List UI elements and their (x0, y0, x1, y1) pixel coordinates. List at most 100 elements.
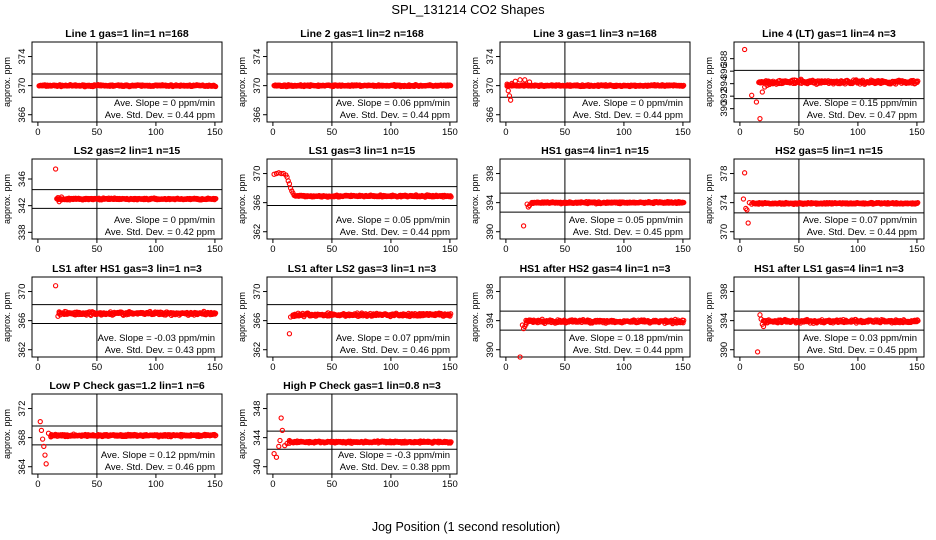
x-tick-label: 50 (560, 362, 571, 373)
panel-5: LS2 gas=2 lin=1 n=15 0 50 100 150 338 342 346 ap… (2, 145, 223, 255)
panel-title: HS1 after LS1 gas=4 lin=1 n=3 (754, 263, 904, 275)
x-tick-label: 50 (92, 244, 103, 255)
x-tick-label: 50 (92, 479, 103, 490)
data-point (213, 432, 219, 439)
data-points (271, 81, 454, 90)
data-point (277, 437, 283, 444)
data-point (213, 196, 219, 202)
y-tick-label: 394 (485, 195, 496, 211)
y-tick-label: 362 (17, 342, 28, 358)
panel-title: Line 3 gas=1 lin=3 n=168 (533, 28, 657, 40)
data-point (681, 199, 687, 206)
data-point (279, 427, 285, 434)
y-tick-label: 390 (485, 224, 496, 240)
x-tick-label: 0 (737, 362, 742, 373)
std-annotation: Ave. Std. Dev. = 0.46 ppm (105, 462, 215, 473)
slope-annotation: Ave. Slope = 0.15 ppm/min (803, 98, 917, 109)
data-point (517, 354, 523, 360)
std-annotation: Ave. Std. Dev. = 0.44 ppm (807, 227, 917, 238)
slope-annotation: Ave. Slope = 0.18 ppm/min (569, 333, 683, 344)
data-point (754, 349, 761, 355)
data-point (212, 310, 219, 316)
y-axis-label: approx. ppm (237, 174, 247, 224)
y-tick-label: 374 (719, 195, 730, 211)
data-point (276, 443, 282, 450)
y-tick-label: 368 (17, 430, 28, 446)
plot-frame (499, 158, 691, 240)
slope-annotation: Ave. Slope = 0 ppm/min (114, 98, 215, 109)
data-point (43, 461, 49, 467)
plot-frame (266, 158, 458, 240)
data-points (754, 312, 921, 355)
data-point (522, 77, 528, 83)
x-tick-label: 150 (207, 479, 223, 490)
x-tick-label: 0 (270, 362, 275, 373)
y-tick-label: 378 (719, 166, 730, 182)
x-tick-label: 100 (850, 244, 866, 255)
slope-annotation: Ave. Slope = 0.06 ppm/min (336, 98, 450, 109)
y-tick-label: 366 (252, 107, 263, 123)
x-axis-label: Jog Position (1 second resolution) (372, 520, 560, 534)
x-tick-label: 0 (270, 479, 275, 490)
x-tick-label: 0 (35, 362, 40, 373)
data-point (517, 77, 523, 83)
y-tick-label: 374 (17, 49, 28, 65)
y-tick-label: 370 (252, 78, 263, 94)
x-tick-label: 50 (560, 127, 571, 138)
x-tick-label: 150 (909, 127, 925, 138)
panel-12: HS1 after LS1 gas=4 lin=1 n=3 0 50 100 150 39… (704, 263, 925, 373)
x-tick-label: 150 (675, 127, 691, 138)
data-point (37, 418, 43, 425)
data-point (680, 320, 686, 326)
slope-annotation: Ave. Slope = 0.07 ppm/min (803, 215, 917, 226)
x-tick-label: 150 (909, 362, 925, 373)
x-tick-label: 150 (442, 362, 458, 373)
y-tick-label: 366 (485, 107, 496, 123)
panel-7: HS1 gas=4 lin=1 n=15 0 50 100 150 390 394 398 ap… (470, 145, 691, 255)
x-tick-label: 150 (442, 479, 458, 490)
panel-title: HS2 gas=5 lin=1 n=15 (775, 145, 883, 157)
x-tick-label: 150 (442, 244, 458, 255)
data-point (745, 220, 751, 226)
data-point (42, 452, 48, 458)
panel-title: Line 2 gas=1 lin=2 n=168 (300, 28, 424, 40)
y-tick-label: 398 (485, 166, 496, 182)
data-point (447, 82, 454, 89)
slope-annotation: Ave. Slope = 0.07 ppm/min (336, 333, 450, 344)
x-tick-label: 150 (207, 362, 223, 373)
data-point (915, 78, 921, 84)
x-tick-label: 0 (503, 127, 508, 138)
data-point (39, 436, 46, 442)
x-tick-label: 100 (850, 127, 866, 138)
std-annotation: Ave. Std. Dev. = 0.45 ppm (807, 345, 917, 356)
std-annotation: Ave. Std. Dev. = 0.46 ppm (340, 345, 450, 356)
data-point (52, 166, 59, 172)
slope-annotation: Ave. Slope = 0 ppm/min (114, 215, 215, 226)
x-tick-label: 0 (737, 127, 742, 138)
x-tick-label: 100 (148, 244, 164, 255)
y-tick-label: 340 (252, 459, 263, 475)
slope-annotation: Ave. Slope = 0.05 ppm/min (336, 215, 450, 226)
data-point (41, 443, 47, 450)
x-tick-label: 50 (327, 127, 338, 138)
std-annotation: Ave. Std. Dev. = 0.42 ppm (105, 227, 215, 238)
panel-title: LS2 gas=2 lin=1 n=15 (74, 145, 181, 157)
x-tick-label: 150 (207, 244, 223, 255)
data-points (37, 418, 219, 467)
y-tick-label: 366 (17, 107, 28, 123)
y-tick-label: 370 (252, 284, 263, 300)
data-points (286, 310, 454, 337)
data-point (753, 99, 760, 105)
data-point (749, 92, 755, 98)
panel-title: LS1 after HS1 gas=3 lin=1 n=3 (52, 263, 202, 275)
y-axis-label: approx. ppm (704, 57, 714, 107)
data-points (520, 198, 687, 229)
panel-11: HS1 after HS2 gas=4 lin=1 n=3 0 50 100 150 39… (470, 263, 691, 373)
y-tick-label: 346 (17, 171, 28, 187)
data-point (505, 88, 511, 94)
y-tick-label: 370 (719, 224, 730, 240)
x-tick-label: 0 (270, 127, 275, 138)
data-point (740, 196, 747, 202)
y-tick-label: 374 (252, 49, 263, 65)
